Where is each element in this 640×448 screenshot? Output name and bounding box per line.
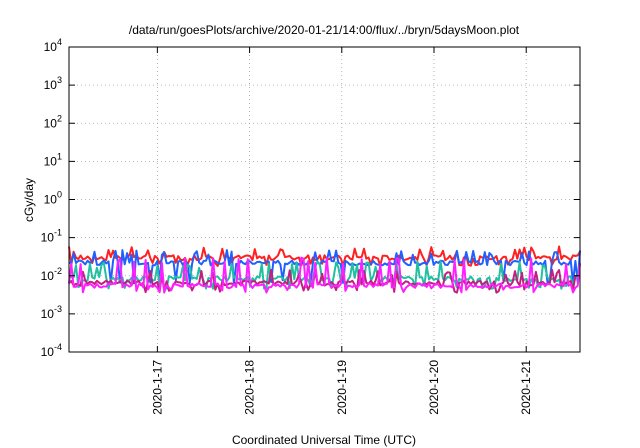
y-tick-label: 104 xyxy=(44,37,62,54)
x-tick-label: 2020-1-17 xyxy=(150,360,164,415)
y-tick-label: 10-3 xyxy=(41,304,62,321)
series-line xyxy=(68,249,581,285)
chart-title: /data/run/goesPlots/archive/2020-01-21/1… xyxy=(129,23,520,37)
y-axis: 10-4 10-3 10-2 10-1 100 101 102 103 104 xyxy=(41,37,580,359)
y-tick-label: 10-2 xyxy=(41,266,62,283)
y-tick-label: 102 xyxy=(44,113,62,130)
x-tick-label: 2020-1-21 xyxy=(519,360,533,415)
x-tick-label: 2020-1-20 xyxy=(427,360,441,415)
y-tick-label: 10-4 xyxy=(41,342,62,359)
series-line xyxy=(68,256,581,294)
x-axis: 2020-1-17 2020-1-18 2020-1-19 2020-1-20 2020… xyxy=(150,47,533,415)
x-tick-label: 2020-1-19 xyxy=(335,360,349,415)
y-tick-label: 101 xyxy=(44,151,62,168)
y-tick-label: 103 xyxy=(44,75,62,92)
y-tick-label: 10-1 xyxy=(41,228,62,245)
grid xyxy=(69,47,580,352)
x-axis-label: Coordinated Universal Time (UTC) xyxy=(232,433,416,447)
y-axis-label: cGy/day xyxy=(22,178,36,222)
y-tick-label: 100 xyxy=(44,190,62,207)
series-layer xyxy=(68,245,581,294)
x-tick-label: 2020-1-18 xyxy=(243,360,257,415)
series-line xyxy=(68,245,581,267)
